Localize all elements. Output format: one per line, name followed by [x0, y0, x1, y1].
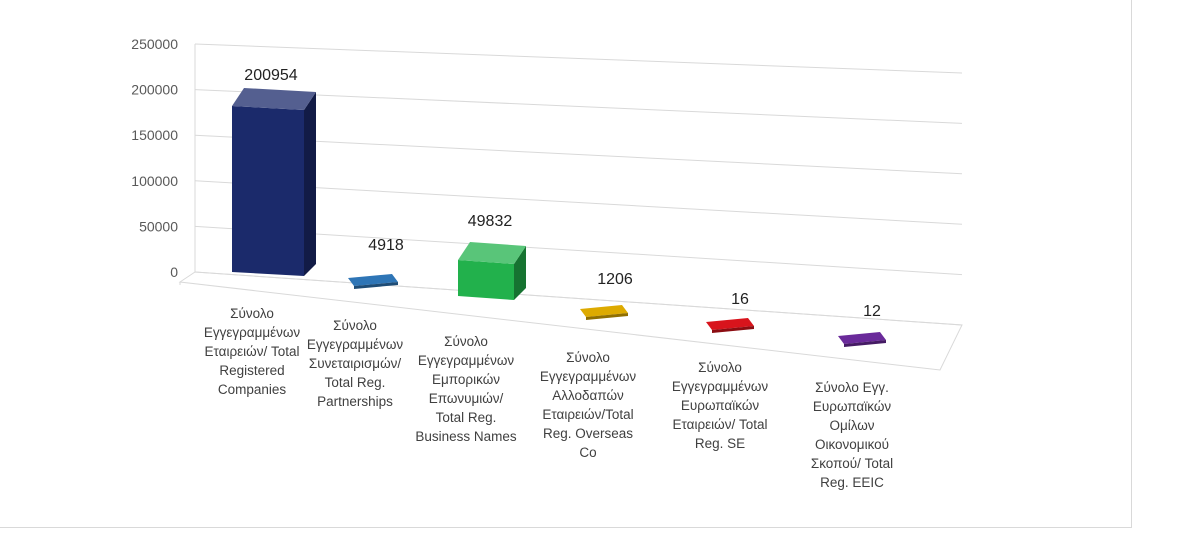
data-label: 200954 [244, 67, 297, 84]
category-label-line: Εταιρειών/ Total [673, 417, 768, 432]
category-label-line: Companies [218, 382, 287, 397]
gridlines [178, 43, 963, 371]
bar-top [232, 88, 316, 110]
category-label-line: Registered [219, 363, 284, 378]
category-label-line: Εγγεγραμμένων [540, 369, 637, 384]
bar-4 [706, 318, 754, 333]
category-label-line: Συνεταιρισμών/ [309, 356, 402, 371]
category-label: Σύνολο Εγγεγραμμένων Εμπορικών Επωνυμιών/To… [415, 334, 517, 444]
bar-2 [458, 242, 526, 300]
bar-side [304, 92, 316, 276]
category-label-line: Επωνυμιών/ [429, 391, 504, 406]
category-label-line: Reg. Overseas [543, 426, 633, 441]
bar-5 [838, 332, 886, 347]
bar-side [712, 326, 754, 333]
gridline [194, 89, 963, 124]
bar-side [586, 313, 628, 320]
category-label-line: Εγγεγραμμένων [307, 337, 404, 352]
category-label-line: Σύνολο [333, 318, 377, 333]
category-label-line: Σύνολο [566, 350, 610, 365]
data-label: 4918 [368, 237, 404, 254]
data-label: 49832 [468, 213, 513, 230]
y-tick-label: 0 [170, 264, 178, 280]
category-label-line: Reg. SE [695, 436, 745, 451]
bar-side [354, 282, 398, 289]
category-label-line: Εμπορικών [432, 372, 500, 387]
y-axis: 0 50000 100000 150000 200000 250000 [131, 36, 178, 280]
bar-top [580, 305, 628, 317]
gridline [194, 43, 963, 74]
chart-frame [0, 0, 1132, 528]
category-label-line: Σύνολο [698, 360, 742, 375]
category-label-line: Total Reg. [436, 410, 497, 425]
category-label-line: Εταιρειών/ Total [205, 344, 300, 359]
bar-top [706, 318, 754, 330]
gridline [194, 225, 963, 276]
bars [232, 88, 886, 347]
bar-side [844, 340, 886, 347]
category-label: Σύνολο Εγγ. Ευρωπαϊκών Ομίλων Οικονομικού Σκ… [811, 380, 893, 490]
category-label-line: Co [579, 445, 596, 460]
y-tick-label: 50000 [139, 218, 178, 234]
category-label-line: Αλλοδαπών [552, 388, 624, 403]
category-label-line: Εταιρειών/Total [542, 407, 633, 422]
category-label-line: Σύνολο [444, 334, 488, 349]
category-label: Σύνολο Εγγεγραμμένων Συνεταιρισμών/Total R… [307, 318, 404, 409]
category-label: Σύνολο Εγγεγραμμένων Εταιρειών/ Total Regis… [204, 306, 301, 397]
bar-top [838, 332, 886, 344]
bar-top [348, 274, 398, 286]
category-label-line: Οικονομικού [815, 437, 889, 452]
category-label-line: Σύνολο Εγγ. [815, 380, 889, 395]
category-label-line: Business Names [415, 429, 517, 444]
data-label: 1206 [597, 271, 633, 288]
gridline [194, 134, 963, 175]
category-label-line: Ευρωπαϊκών [813, 399, 891, 414]
data-label: 16 [731, 291, 749, 308]
y-tick-label: 100000 [131, 173, 178, 189]
category-label-line: Εγγεγραμμένων [672, 379, 769, 394]
category-label-line: Reg. EEIC [820, 475, 884, 490]
bar-front [232, 106, 304, 276]
category-label-line: Εγγεγραμμένων [204, 325, 301, 340]
bar-3 [580, 305, 628, 320]
bar-0 [232, 88, 316, 276]
category-label-line: Total Reg. [325, 375, 386, 390]
category-label-line: Σύνολο [230, 306, 274, 321]
category-label: Σύνολο Εγγεγραμμένων Αλλοδαπών Εταιρειών/To… [540, 350, 637, 460]
data-labels: 200954 4918 49832 1206 16 12 [244, 67, 881, 320]
category-label-line: Partnerships [317, 394, 393, 409]
floor [178, 271, 963, 371]
gridline [194, 180, 963, 225]
y-tick-label: 200000 [131, 82, 178, 98]
bar-front [458, 260, 514, 300]
category-label-line: Ευρωπαϊκών [681, 398, 759, 413]
category-label-line: Σκοπού/ Total [811, 456, 893, 471]
category-label-line: Εγγεγραμμένων [418, 353, 515, 368]
bar-top [458, 242, 526, 264]
bar-1 [348, 274, 398, 289]
category-label: Σύνολο Εγγεγραμμένων Ευρωπαϊκών Εταιρειών/ … [672, 360, 769, 451]
data-label: 12 [863, 303, 881, 320]
category-label-line: Ομίλων [829, 418, 874, 433]
y-tick-label: 150000 [131, 127, 178, 143]
category-labels: Σύνολο Εγγεγραμμένων Εταιρειών/ Total Regis… [204, 306, 893, 490]
y-tick-label: 250000 [131, 36, 178, 52]
